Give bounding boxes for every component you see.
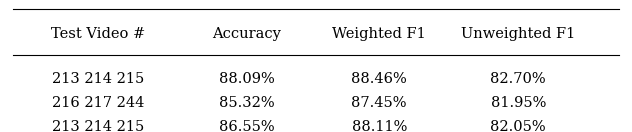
Text: 88.09%: 88.09% [219, 72, 274, 86]
Text: 82.05%: 82.05% [490, 120, 546, 132]
Text: 213 214 215: 213 214 215 [52, 120, 144, 132]
Text: Accuracy: Accuracy [212, 27, 281, 41]
Text: 88.11%: 88.11% [351, 120, 407, 132]
Text: 82.70%: 82.70% [490, 72, 546, 86]
Text: 87.45%: 87.45% [351, 96, 407, 110]
Text: 86.55%: 86.55% [219, 120, 274, 132]
Text: 216 217 244: 216 217 244 [52, 96, 144, 110]
Text: 81.95%: 81.95% [490, 96, 546, 110]
Text: 213 214 215: 213 214 215 [52, 72, 144, 86]
Text: Weighted F1: Weighted F1 [332, 27, 426, 41]
Text: 85.32%: 85.32% [219, 96, 274, 110]
Text: Unweighted F1: Unweighted F1 [461, 27, 575, 41]
Text: 88.46%: 88.46% [351, 72, 407, 86]
Text: Test Video #: Test Video # [51, 27, 145, 41]
